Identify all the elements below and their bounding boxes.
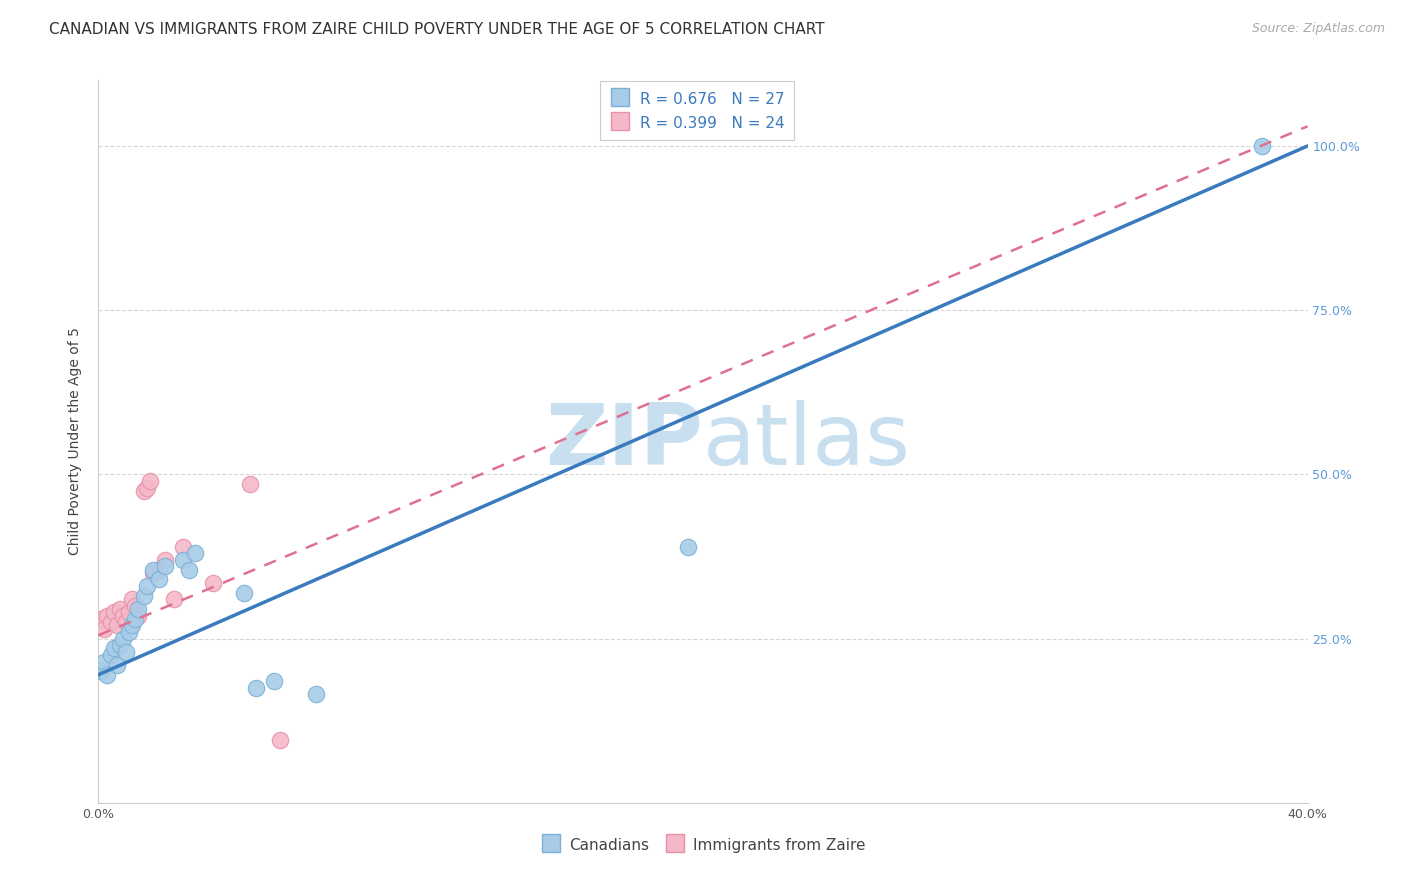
- Point: [132, 483, 155, 498]
- Point: [90, 612, 112, 626]
- Point: [93, 655, 115, 669]
- Point: [100, 615, 122, 630]
- Point: [132, 589, 155, 603]
- Point: [118, 625, 141, 640]
- Point: [172, 553, 194, 567]
- Point: [118, 605, 141, 619]
- Point: [105, 618, 128, 632]
- Point: [172, 540, 194, 554]
- Point: [163, 592, 186, 607]
- Point: [263, 674, 285, 689]
- Point: [239, 477, 262, 491]
- Text: Source: ZipAtlas.com: Source: ZipAtlas.com: [1251, 22, 1385, 36]
- Point: [245, 681, 267, 695]
- Point: [676, 540, 699, 554]
- Point: [90, 665, 112, 679]
- Point: [121, 592, 143, 607]
- Legend: Canadians, Immigrants from Zaire: Canadians, Immigrants from Zaire: [534, 830, 872, 860]
- Point: [108, 638, 131, 652]
- Point: [142, 563, 165, 577]
- Point: [179, 563, 201, 577]
- Point: [111, 632, 134, 646]
- Point: [108, 602, 131, 616]
- Point: [124, 612, 146, 626]
- Text: CANADIAN VS IMMIGRANTS FROM ZAIRE CHILD POVERTY UNDER THE AGE OF 5 CORRELATION C: CANADIAN VS IMMIGRANTS FROM ZAIRE CHILD …: [49, 22, 825, 37]
- Point: [202, 575, 225, 590]
- Point: [103, 641, 125, 656]
- Point: [114, 645, 136, 659]
- Point: [96, 667, 118, 681]
- Point: [105, 657, 128, 672]
- Point: [305, 687, 328, 701]
- Y-axis label: Child Poverty Under the Age of 5: Child Poverty Under the Age of 5: [69, 327, 83, 556]
- Text: ZIP: ZIP: [546, 400, 703, 483]
- Point: [153, 559, 176, 574]
- Point: [142, 566, 165, 580]
- Point: [121, 618, 143, 632]
- Point: [96, 608, 118, 623]
- Point: [139, 474, 162, 488]
- Text: atlas: atlas: [703, 400, 911, 483]
- Point: [184, 546, 207, 560]
- Point: [127, 602, 149, 616]
- Point: [135, 481, 157, 495]
- Point: [148, 563, 170, 577]
- Point: [93, 622, 115, 636]
- Point: [124, 599, 146, 613]
- Point: [269, 733, 291, 747]
- Point: [100, 648, 122, 662]
- Point: [148, 573, 170, 587]
- Point: [111, 608, 134, 623]
- Point: [153, 553, 176, 567]
- Point: [232, 585, 254, 599]
- Point: [135, 579, 157, 593]
- Point: [103, 605, 125, 619]
- Point: [114, 615, 136, 630]
- Point: [127, 608, 149, 623]
- Point: [1251, 139, 1274, 153]
